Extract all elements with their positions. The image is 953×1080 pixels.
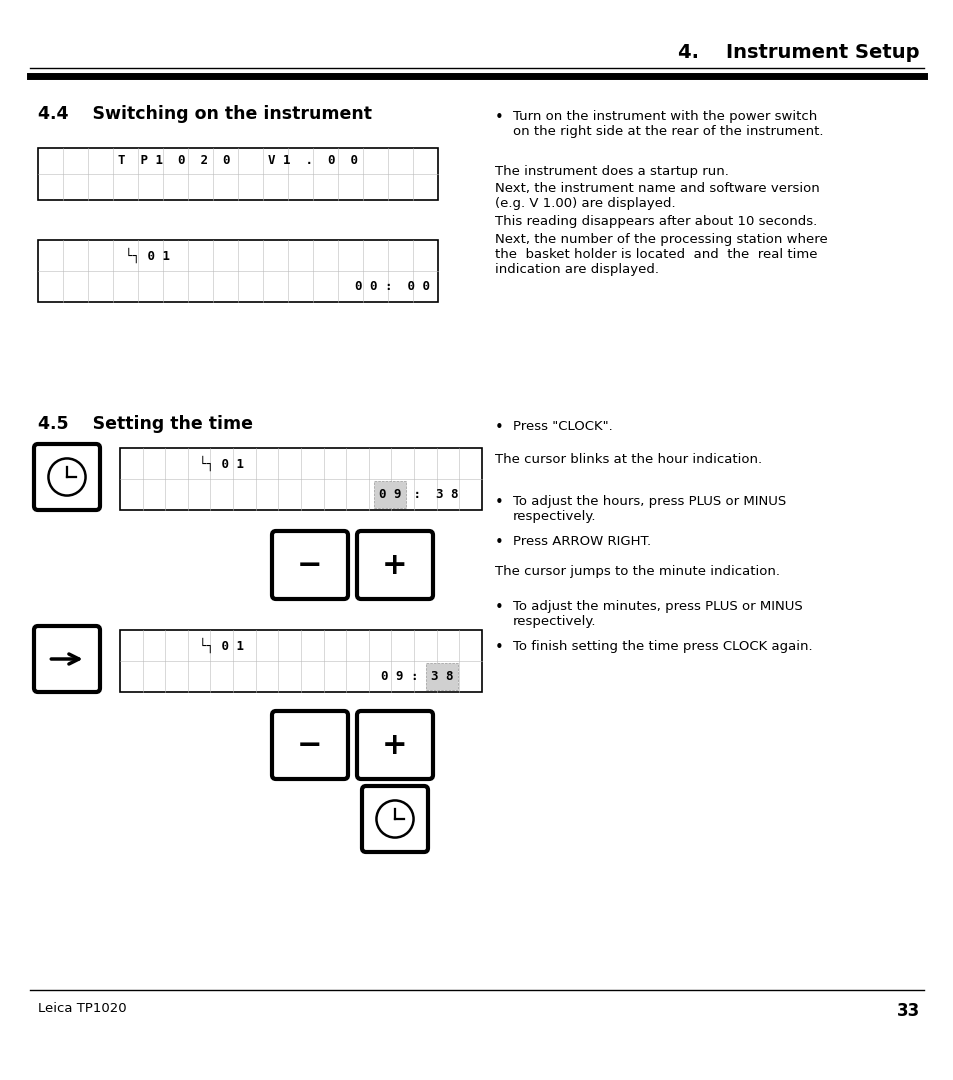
Text: The instrument does a startup run.: The instrument does a startup run. bbox=[494, 165, 728, 178]
Text: └┐ 0 1: └┐ 0 1 bbox=[126, 247, 171, 264]
Text: T  P 1  0  2  0     V 1  .  0  0: T P 1 0 2 0 V 1 . 0 0 bbox=[118, 154, 357, 167]
Text: The cursor blinks at the hour indication.: The cursor blinks at the hour indication… bbox=[494, 453, 760, 465]
Text: 33: 33 bbox=[896, 1002, 919, 1020]
Bar bbox=[120, 448, 481, 510]
Text: To finish setting the time press CLOCK again.: To finish setting the time press CLOCK a… bbox=[512, 640, 811, 653]
Bar bbox=[374, 481, 406, 508]
Text: 3 8: 3 8 bbox=[431, 670, 453, 683]
FancyBboxPatch shape bbox=[34, 626, 100, 692]
FancyBboxPatch shape bbox=[356, 531, 433, 599]
Text: Next, the instrument name and software version
(e.g. V 1.00) are displayed.: Next, the instrument name and software v… bbox=[494, 183, 819, 210]
Bar bbox=[120, 630, 481, 692]
Text: •: • bbox=[494, 600, 503, 615]
Text: 0 9: 0 9 bbox=[378, 488, 401, 501]
Text: •: • bbox=[494, 495, 503, 510]
Text: To adjust the hours, press PLUS or MINUS
respectively.: To adjust the hours, press PLUS or MINUS… bbox=[512, 495, 785, 523]
Text: +: + bbox=[382, 730, 407, 759]
Text: 0 9 :: 0 9 : bbox=[380, 670, 426, 683]
Text: −: − bbox=[297, 730, 322, 759]
FancyBboxPatch shape bbox=[272, 531, 348, 599]
Text: +: + bbox=[382, 551, 407, 580]
FancyBboxPatch shape bbox=[34, 444, 100, 510]
Bar bbox=[38, 240, 437, 302]
Text: Leica TP1020: Leica TP1020 bbox=[38, 1002, 127, 1015]
Text: └┐ 0 1: └┐ 0 1 bbox=[199, 456, 244, 471]
Text: :  3 8: : 3 8 bbox=[406, 488, 458, 501]
Text: Press "CLOCK".: Press "CLOCK". bbox=[512, 420, 612, 433]
Text: Press ARROW RIGHT.: Press ARROW RIGHT. bbox=[512, 535, 650, 548]
Text: •: • bbox=[494, 535, 503, 550]
Text: Next, the number of the processing station where
the  basket holder is located  : Next, the number of the processing stati… bbox=[494, 233, 826, 276]
FancyBboxPatch shape bbox=[361, 786, 428, 852]
FancyBboxPatch shape bbox=[272, 711, 348, 779]
Text: To adjust the minutes, press PLUS or MINUS
respectively.: To adjust the minutes, press PLUS or MIN… bbox=[512, 600, 801, 627]
Text: •: • bbox=[494, 110, 503, 125]
Text: 0 0 :  0 0: 0 0 : 0 0 bbox=[355, 280, 430, 293]
Text: 4.    Instrument Setup: 4. Instrument Setup bbox=[678, 43, 919, 62]
Text: └┐ 0 1: └┐ 0 1 bbox=[199, 638, 244, 653]
Text: 4.5    Setting the time: 4.5 Setting the time bbox=[38, 415, 253, 433]
Text: The cursor jumps to the minute indication.: The cursor jumps to the minute indicatio… bbox=[494, 565, 779, 578]
Text: This reading disappears after about 10 seconds.: This reading disappears after about 10 s… bbox=[494, 215, 816, 228]
Bar bbox=[426, 663, 457, 690]
Text: 4.4    Switching on the instrument: 4.4 Switching on the instrument bbox=[38, 105, 372, 123]
Text: Turn on the instrument with the power switch
on the right side at the rear of th: Turn on the instrument with the power sw… bbox=[512, 110, 822, 138]
Text: −: − bbox=[297, 551, 322, 580]
Text: •: • bbox=[494, 640, 503, 654]
Text: •: • bbox=[494, 420, 503, 435]
FancyBboxPatch shape bbox=[356, 711, 433, 779]
Bar bbox=[38, 148, 437, 200]
